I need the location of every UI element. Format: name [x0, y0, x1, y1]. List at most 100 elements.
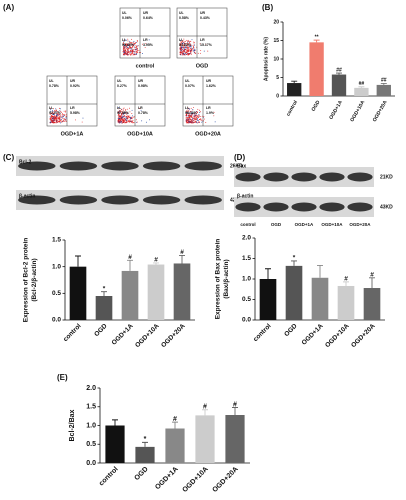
- flow-dot: [188, 111, 190, 113]
- flow-dot: [213, 115, 215, 117]
- flow-dot: [129, 120, 131, 122]
- quadrant-value: 0.07%: [185, 84, 196, 88]
- flow-label: OGD: [196, 63, 209, 69]
- flow-dot: [184, 54, 186, 56]
- blot-band: [184, 161, 222, 171]
- flow-dot: [130, 53, 132, 55]
- flow-dot: [56, 122, 58, 123]
- flow-dot: [189, 45, 191, 47]
- flow-dot: [186, 52, 188, 54]
- flow-dot: [131, 48, 133, 50]
- flow-dot: [123, 112, 125, 114]
- flow-dot: [133, 51, 135, 53]
- lane-label: control: [240, 222, 255, 227]
- flow-dot: [127, 53, 129, 55]
- quadrant-value: 0.78%: [138, 111, 149, 115]
- flow-dot: [123, 43, 125, 45]
- flow-dot: [127, 43, 129, 45]
- flow-dot: [65, 110, 67, 112]
- flow-dot: [118, 120, 120, 122]
- flow-dot: [188, 122, 190, 124]
- flow-dot: [118, 111, 120, 113]
- flow-dot: [129, 116, 131, 118]
- y-tick-label: 0: [276, 93, 279, 99]
- blot-size: 21KD: [380, 174, 393, 180]
- flow-dot: [127, 47, 129, 49]
- flow-dot: [125, 119, 127, 121]
- flow-dot: [187, 118, 189, 120]
- flow-dot: [138, 52, 140, 54]
- quadrant-value: 0.27%: [117, 84, 128, 88]
- x-tick-label: OGD+10A: [134, 322, 161, 349]
- error-bar: [358, 86, 365, 88]
- quadrant-name: LR: [206, 106, 211, 110]
- flow-dot: [136, 41, 138, 43]
- flow-dot: [179, 53, 181, 55]
- flow-dot: [197, 111, 199, 113]
- blot-band: [18, 161, 56, 171]
- flow-label: OGD+1A: [61, 131, 84, 137]
- y-tick-label: 0.5: [86, 441, 96, 448]
- flow-dot: [191, 39, 193, 41]
- flow-dot: [117, 120, 119, 122]
- quadrant-name: UL: [49, 79, 55, 83]
- flow-dot: [63, 110, 65, 112]
- flow-dot: [191, 117, 193, 119]
- flow-dot: [125, 122, 126, 124]
- flow-dot: [119, 120, 121, 121]
- flow-dot: [56, 113, 58, 115]
- flow-dot: [132, 119, 134, 121]
- y-tick-label: 0.0: [52, 317, 61, 324]
- flow-dot: [188, 117, 190, 119]
- flow-dot: [63, 118, 64, 120]
- flow-dot: [123, 120, 125, 122]
- flow-dot: [196, 120, 198, 121]
- flow-dot: [52, 116, 54, 118]
- flow-dot: [180, 44, 182, 46]
- flow-dot: [188, 114, 190, 116]
- quadrant-name: UR: [138, 79, 144, 83]
- flow-dot: [122, 51, 124, 53]
- flow-dot: [187, 121, 189, 123]
- flow-dot: [126, 121, 127, 123]
- flow-dot: [142, 52, 143, 54]
- flow-dot: [187, 41, 189, 43]
- flow-dot: [123, 41, 125, 42]
- flow-dot: [50, 107, 52, 109]
- flow-dot: [118, 107, 119, 108]
- flow-dot: [185, 52, 187, 53]
- flow-dot: [63, 120, 65, 122]
- flow-dot: [49, 113, 51, 115]
- flow-dot: [189, 42, 190, 44]
- panel-label: (D): [234, 153, 245, 162]
- flow-dot: [65, 117, 67, 119]
- flow-dot: [123, 122, 125, 124]
- y-tick-label: 10: [273, 56, 279, 62]
- flow-dot: [191, 116, 193, 118]
- flow-dot: [50, 112, 52, 114]
- flow-dot: [194, 44, 196, 46]
- flow-dot: [65, 119, 67, 121]
- error-bar: [202, 409, 208, 416]
- y-tick-label: 20: [273, 19, 279, 25]
- flow-dot: [187, 119, 189, 121]
- flow-dot: [59, 108, 61, 110]
- flow-dot: [133, 46, 135, 48]
- quadrant-value: 0.06%: [122, 16, 133, 20]
- flow-dot: [128, 115, 130, 117]
- flow-dot: [181, 41, 183, 43]
- panel-label: (C): [3, 153, 14, 162]
- flow-dot: [132, 42, 134, 44]
- flow-dot: [189, 43, 191, 45]
- flow-dot: [193, 121, 195, 123]
- flow-dot: [193, 115, 195, 117]
- flow-dot: [52, 113, 54, 115]
- flow-dot: [127, 118, 129, 120]
- blot-band: [235, 202, 261, 212]
- flow-dot: [63, 113, 65, 115]
- y-tick-label: 15: [273, 38, 279, 44]
- flow-dot: [188, 40, 189, 42]
- flow-dot: [122, 108, 124, 110]
- blot-band: [101, 195, 139, 205]
- flow-dot: [180, 45, 182, 47]
